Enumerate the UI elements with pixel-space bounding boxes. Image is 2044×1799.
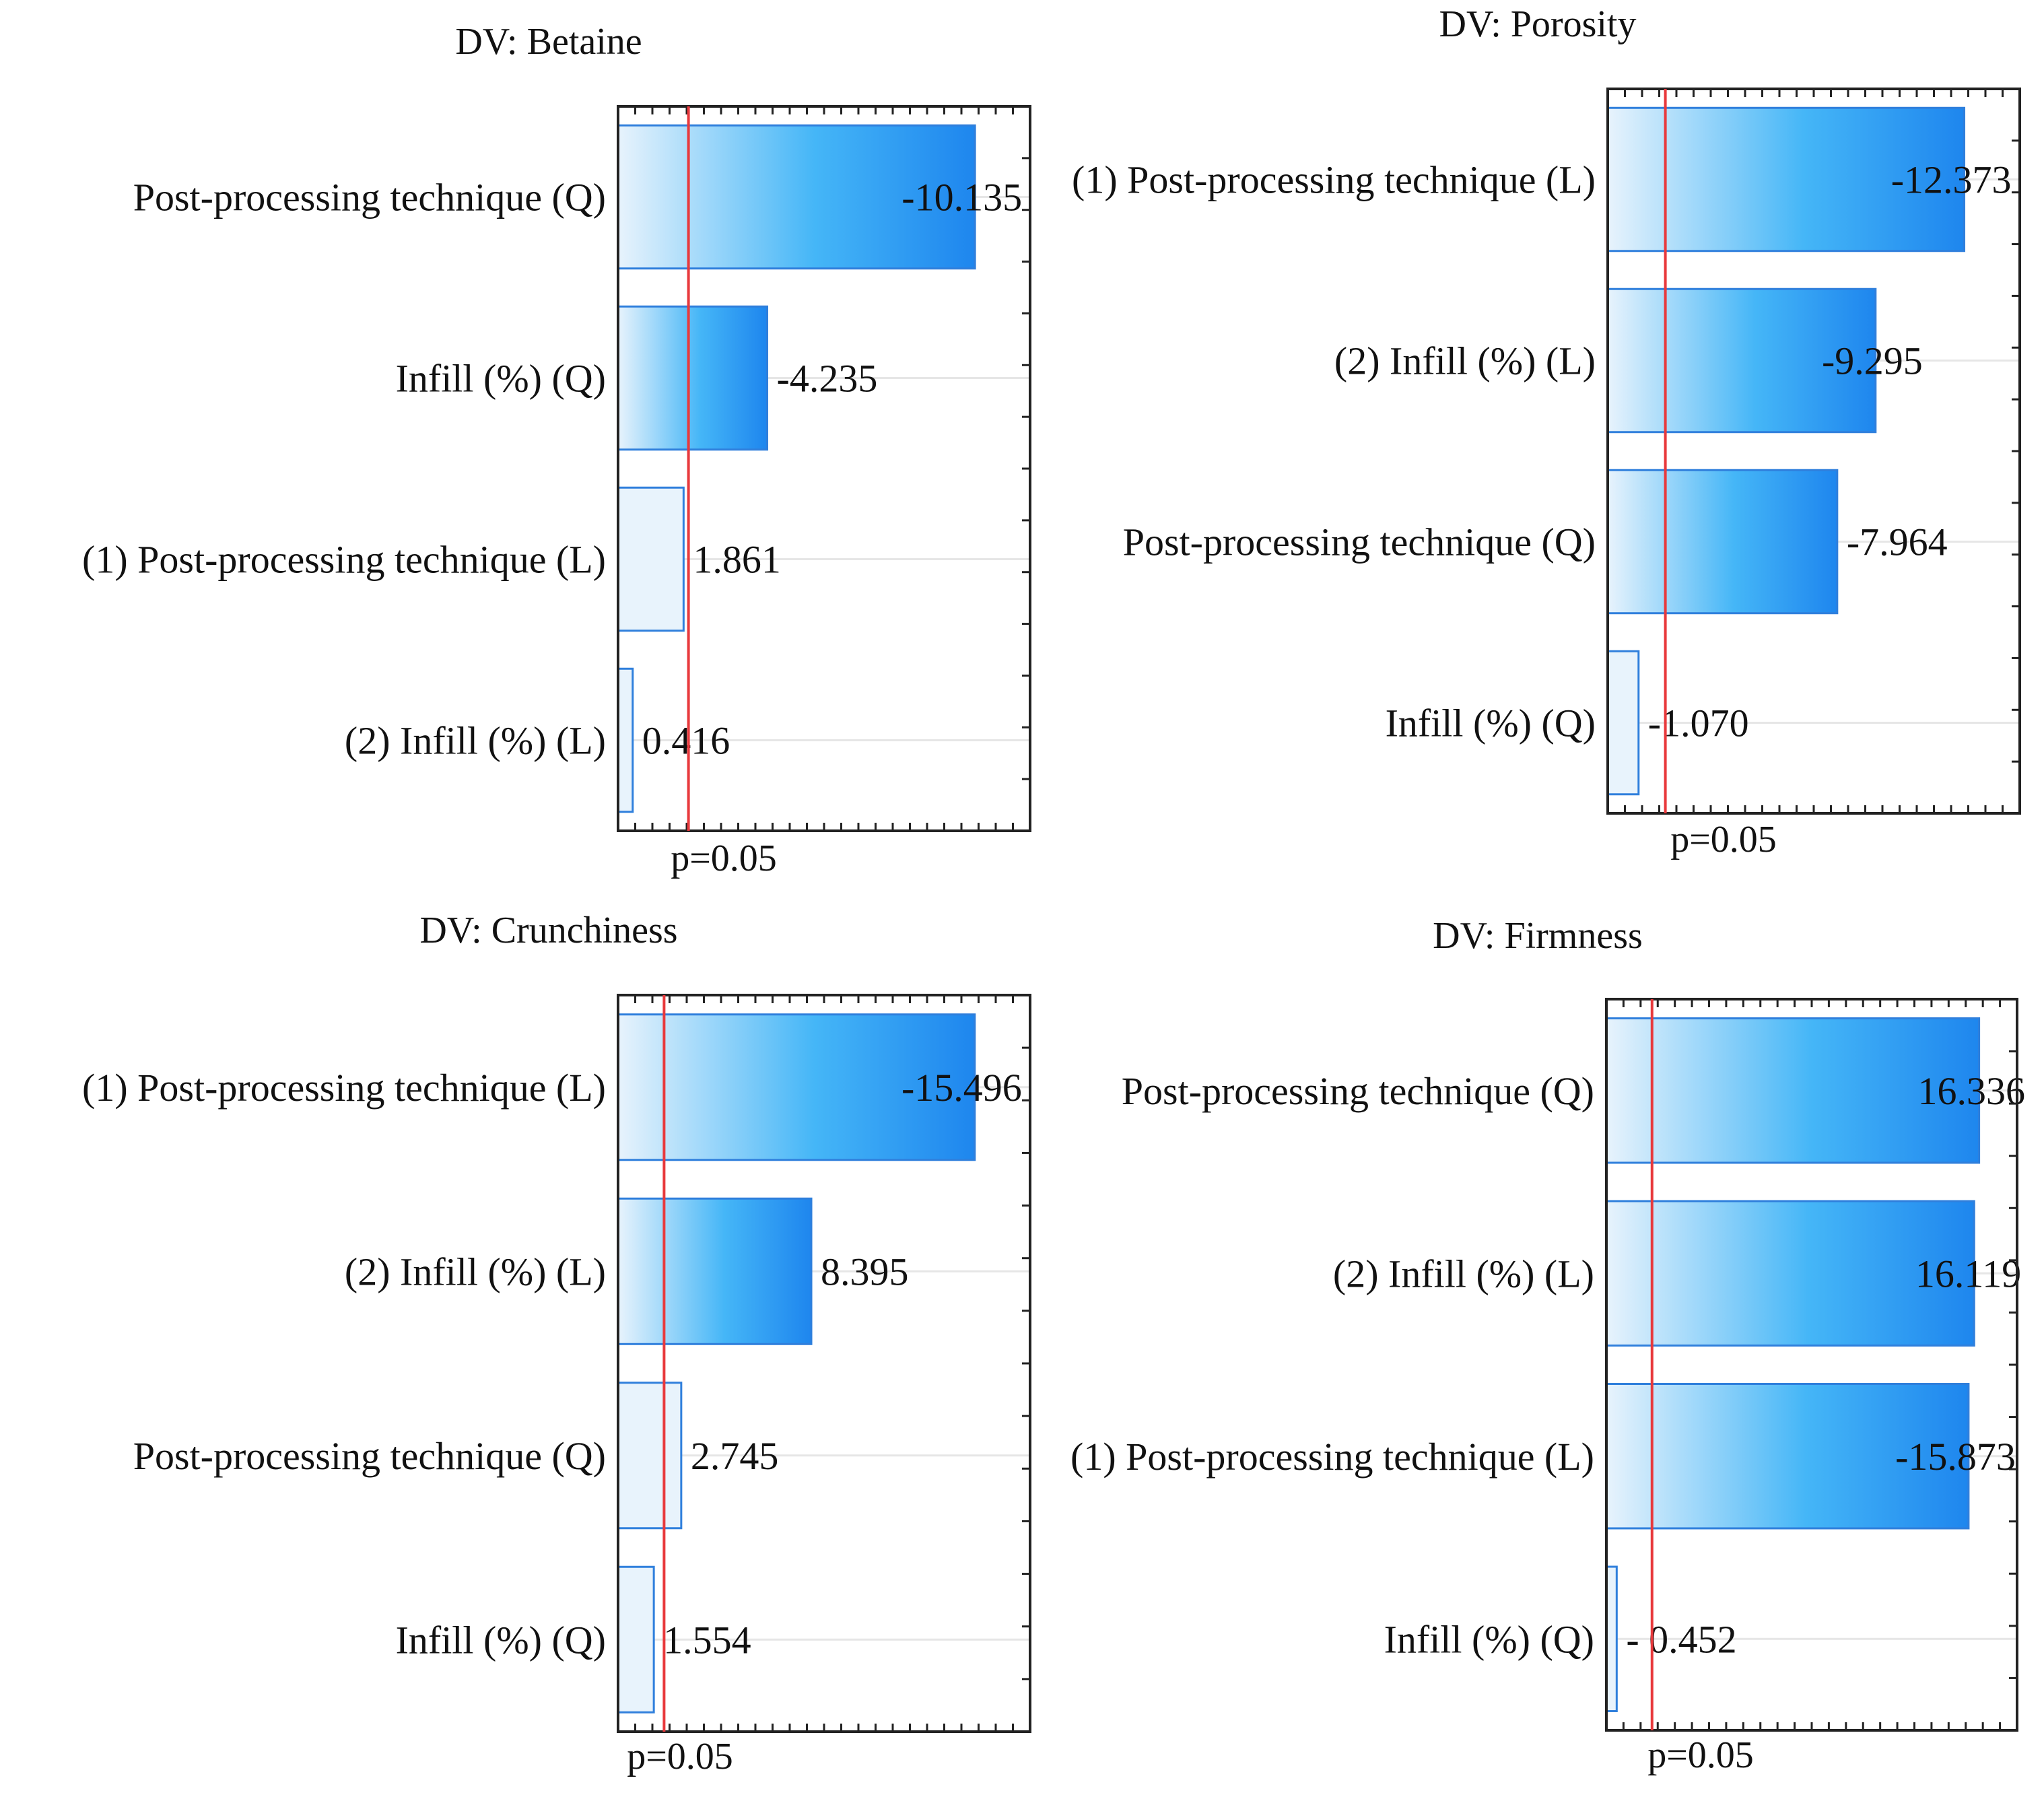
data-label: -10.135 [901, 176, 1022, 219]
bar [1605, 1383, 1970, 1530]
category-label: (1) Post-processing technique (L) [1072, 158, 1596, 202]
chart-panel: DV: Porosity (1) Post-processing techniqu… [1072, 3, 2021, 860]
bar [1606, 650, 1640, 796]
chart-panel: DV: Firmness Post-processing technique (Q… [1070, 915, 2025, 1776]
category-label: (1) Post-processing technique (L) [1070, 1435, 1594, 1479]
bar [617, 1565, 655, 1713]
data-label: 16.336 [1918, 1069, 2026, 1113]
bar [617, 1197, 813, 1345]
chart-title: DV: Crunchiness [419, 910, 677, 951]
category-label: Infill (%) (Q) [396, 1618, 606, 1662]
bar [1605, 1200, 1975, 1347]
chart-title: DV: Betaine [455, 21, 642, 63]
bar [617, 667, 634, 813]
category-label: (2) Infill (%) (L) [345, 1250, 606, 1293]
data-label: -4.235 [777, 357, 878, 401]
category-label: Infill (%) (Q) [396, 357, 606, 401]
category-label: Infill (%) (Q) [1386, 702, 1596, 745]
category-label: (2) Infill (%) (L) [345, 719, 606, 763]
data-label: 2.745 [691, 1434, 779, 1478]
data-label: -1.070 [1648, 702, 1749, 745]
chart-panel: DV: Betaine Post-processing technique (Q)… [82, 21, 1031, 879]
bar [1605, 1565, 1618, 1712]
chart-panel: DV: Crunchiness (1) Post-processing techn… [82, 910, 1031, 1777]
bar [1606, 287, 1877, 434]
significance-label: p=0.05 [671, 838, 777, 879]
data-label: 1.861 [693, 538, 781, 582]
data-label: -15.873 [1895, 1435, 2016, 1479]
significance-label: p=0.05 [627, 1736, 733, 1777]
bar [617, 486, 685, 632]
category-label: Post-processing technique (Q) [1123, 520, 1596, 564]
data-label: 0.416 [642, 719, 730, 763]
data-label: 8.395 [821, 1250, 909, 1293]
data-label: -12.373 [1891, 158, 2012, 202]
category-label: Post-processing technique (Q) [133, 1434, 606, 1478]
data-label: -9.295 [1822, 339, 1923, 383]
bar [617, 1013, 976, 1161]
significance-label: p=0.05 [1647, 1734, 1754, 1776]
category-label: (1) Post-processing technique (L) [82, 538, 606, 582]
category-label: Infill (%) (Q) [1384, 1617, 1594, 1661]
bar [617, 305, 769, 451]
data-label: - 0.452 [1626, 1617, 1736, 1661]
bar [617, 124, 976, 270]
category-label: (1) Post-processing technique (L) [82, 1066, 606, 1110]
significance-label: p=0.05 [1670, 819, 1777, 860]
bar [1606, 469, 1839, 615]
data-label: -15.496 [901, 1066, 1022, 1110]
category-label: (2) Infill (%) (L) [1333, 1252, 1594, 1295]
data-label: 1.554 [663, 1618, 751, 1662]
chart-title: DV: Firmness [1433, 915, 1643, 957]
category-label: Post-processing technique (Q) [1122, 1069, 1594, 1113]
bar [617, 1382, 683, 1530]
chart-title: DV: Porosity [1439, 3, 1637, 45]
data-label: 16.119 [1915, 1252, 2021, 1295]
category-label: Post-processing technique (Q) [133, 176, 606, 219]
data-label: -7.964 [1847, 520, 1948, 564]
category-label: (2) Infill (%) (L) [1334, 339, 1596, 383]
